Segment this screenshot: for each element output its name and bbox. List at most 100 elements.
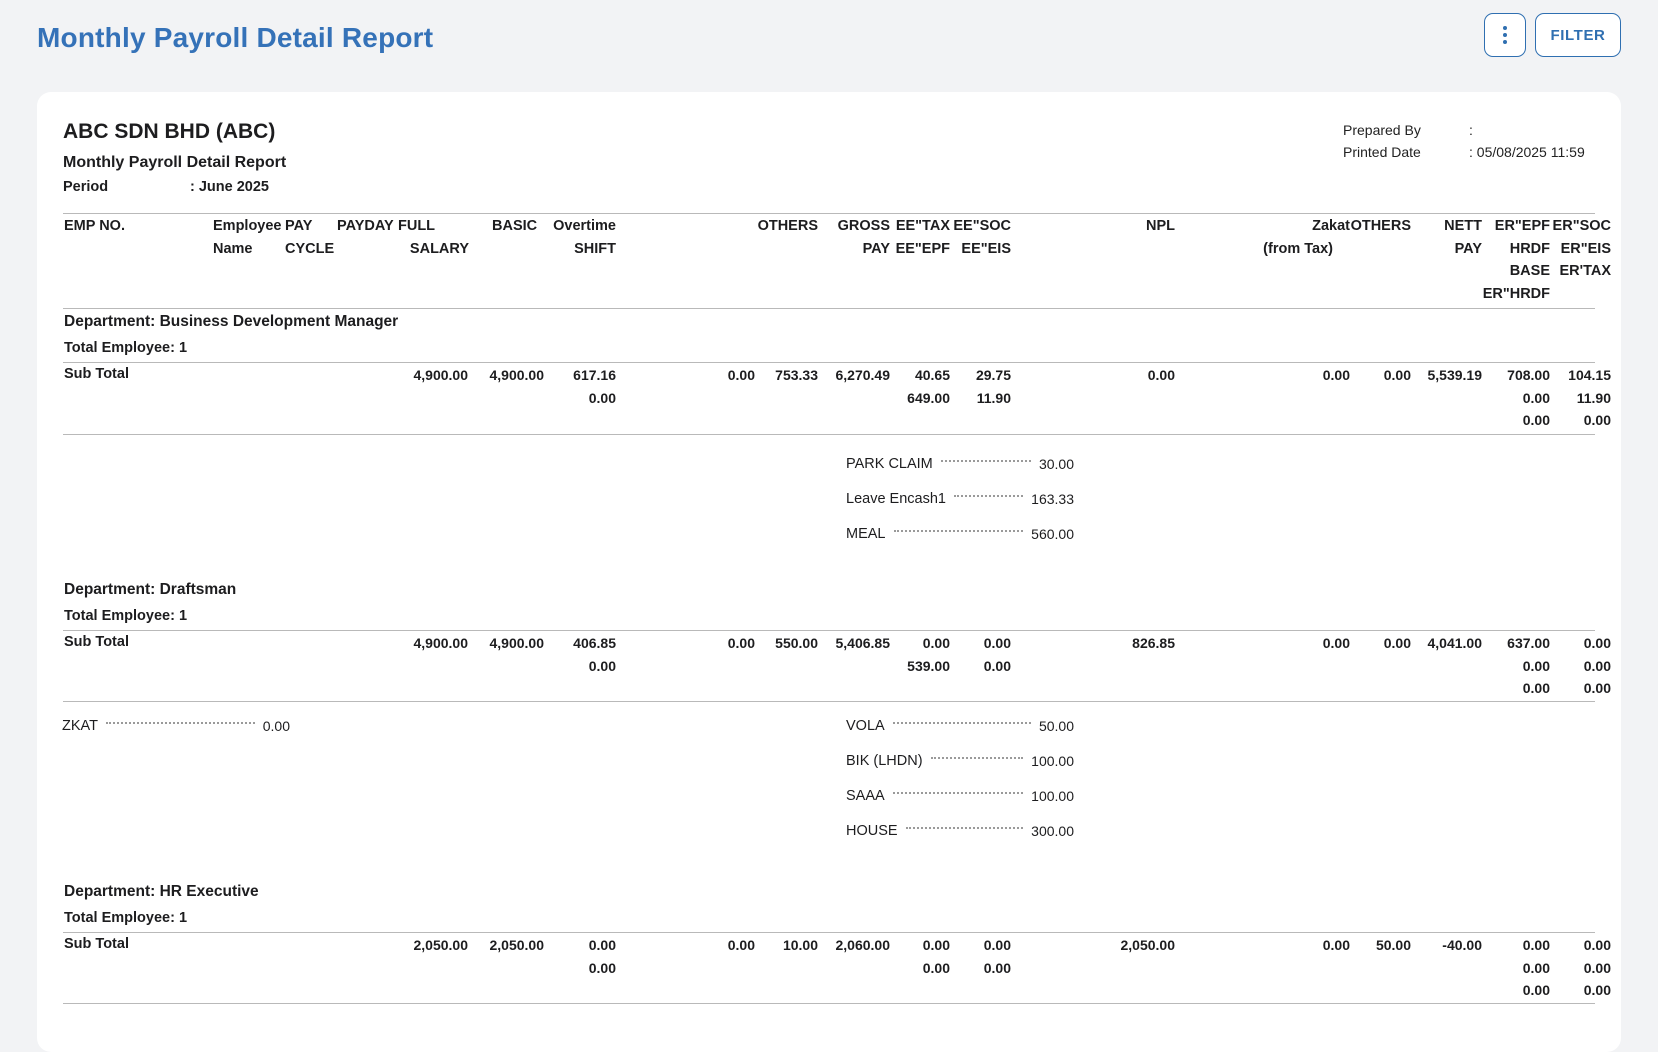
page-title: Monthly Payroll Detail Report xyxy=(37,22,434,53)
dot-leader xyxy=(892,722,1031,724)
others-b-value: 10.00 xyxy=(782,937,818,953)
overtime-value: 0.00 xyxy=(588,937,616,953)
deduction-label: ZKAT xyxy=(62,718,98,734)
allowance-item: PARK CLAIM 30.00 xyxy=(846,454,1074,474)
others-b-value: 753.33 xyxy=(775,367,818,383)
prepared-by-value: : xyxy=(1469,122,1473,138)
col-nett-pay: PAY xyxy=(1454,240,1482,257)
allowance-label: VOLA xyxy=(846,718,885,734)
col-ee-eis: EE"EIS xyxy=(961,240,1011,257)
total-employee: Total Employee: 1 xyxy=(64,340,188,356)
col-er-soc: ER"SOC xyxy=(1552,218,1611,234)
department-name: Department: Draftsman xyxy=(64,581,237,598)
printed-date-value: : 05/08/2025 11:59 xyxy=(1469,144,1585,160)
dot-leader xyxy=(892,792,1024,794)
col-ee-soc: EE"SOC xyxy=(953,218,1011,234)
er-soc-value: 104.15 xyxy=(1568,367,1611,383)
subtotal-rule xyxy=(63,701,1595,702)
ee-soc-value: 29.75 xyxy=(975,367,1011,383)
dot-leader xyxy=(105,722,255,724)
department-name: Department: Business Development Manager xyxy=(64,313,399,330)
gross-value: 2,060.00 xyxy=(835,937,891,953)
er-tax-value: 0.00 xyxy=(1583,982,1611,998)
allowance-item: SAAA 100.00 xyxy=(846,786,1074,806)
allowance-label: HOUSE xyxy=(846,823,898,839)
col-name: Name xyxy=(213,240,253,257)
col-pay: PAY xyxy=(285,218,313,234)
gross-value: 5,406.85 xyxy=(835,635,891,651)
total-employee: Total Employee: 1 xyxy=(64,608,188,624)
dot-leader xyxy=(905,827,1024,829)
col-er-hrdf: ER"HRDF xyxy=(1482,285,1550,302)
filter-button[interactable]: FILTER xyxy=(1535,13,1621,57)
ee-eis-value: 11.90 xyxy=(976,389,1011,406)
others-a-value: 0.00 xyxy=(727,635,755,651)
ee-epf-value: 539.00 xyxy=(907,657,950,674)
header-top-rule xyxy=(63,213,1595,214)
zakat-value: 0.00 xyxy=(1322,635,1350,651)
allowance-value: 30.00 xyxy=(1038,456,1074,472)
report-subtitle: Monthly Payroll Detail Report xyxy=(63,154,287,171)
subtotal-rule xyxy=(63,434,1595,435)
overtime-value: 617.16 xyxy=(573,367,616,383)
overtime-value: 406.85 xyxy=(573,635,616,651)
hrdf-value: 0.00 xyxy=(1522,959,1550,976)
allowance-value: 50.00 xyxy=(1038,718,1074,734)
ee-tax-value: 40.65 xyxy=(914,367,950,383)
zakat-value: 0.00 xyxy=(1322,937,1350,953)
er-eis-value: 0.00 xyxy=(1583,657,1611,674)
col-cycle: CYCLE xyxy=(285,240,335,257)
full-salary-value: 4,900.00 xyxy=(489,367,545,383)
npl-value: 2,050.00 xyxy=(1120,937,1176,953)
allowance-value: 100.00 xyxy=(1031,788,1074,804)
npl-value: 826.85 xyxy=(1132,635,1175,651)
col-salary: SALARY xyxy=(409,240,469,257)
allowance-value: 300.00 xyxy=(1031,823,1074,839)
basic-value: 4,900.00 xyxy=(413,635,469,651)
allowance-item: Leave Encash1 163.33 xyxy=(846,489,1074,509)
col-others-2: OTHERS xyxy=(1350,218,1411,234)
department-rule xyxy=(63,362,1595,363)
col-er-epf: ER"EPF xyxy=(1494,218,1550,234)
department-rule xyxy=(63,630,1595,631)
company-name: ABC SDN BHD (ABC) xyxy=(63,120,276,143)
subtotal-rule xyxy=(63,1003,1595,1004)
zakat-value: 0.00 xyxy=(1322,367,1350,383)
dot-leader xyxy=(940,460,1031,462)
department-rule xyxy=(63,932,1595,933)
gross-value: 6,270.49 xyxy=(835,367,891,383)
subtotal-label: Sub Total xyxy=(64,936,129,952)
subtotal-label: Sub Total xyxy=(64,634,129,650)
allowance-label: PARK CLAIM xyxy=(846,456,933,472)
col-er-tax: ER'TAX xyxy=(1559,263,1611,279)
col-shift: SHIFT xyxy=(574,240,616,257)
deduction-item: ZKAT 0.00 xyxy=(62,716,290,736)
subtotal-label: Sub Total xyxy=(64,366,129,382)
er-eis-value: 11.90 xyxy=(1576,389,1611,406)
er-epf-value: 0.00 xyxy=(1522,937,1550,953)
npl-value: 0.00 xyxy=(1147,367,1175,383)
ee-epf-value: 0.00 xyxy=(922,959,950,976)
basic-value: 4,900.00 xyxy=(413,367,469,383)
others-2-value: 50.00 xyxy=(1375,937,1411,953)
base-value: 0.00 xyxy=(1522,412,1550,428)
nett-value: -40.00 xyxy=(1442,937,1482,953)
more-options-button[interactable] xyxy=(1484,13,1526,57)
col-employee: Employee xyxy=(213,218,282,234)
full-salary-value: 2,050.00 xyxy=(489,937,545,953)
header-bottom-rule xyxy=(63,308,1595,309)
col-payday: PAYDAY xyxy=(337,218,394,234)
er-tax-value: 0.00 xyxy=(1583,680,1611,696)
hrdf-value: 0.00 xyxy=(1522,657,1550,674)
allowance-label: BIK (LHDN) xyxy=(846,753,923,769)
ee-tax-value: 0.00 xyxy=(922,937,950,953)
printed-date-label: Printed Date xyxy=(1343,144,1421,160)
allowance-item: HOUSE 300.00 xyxy=(846,821,1074,841)
col-base: BASE xyxy=(1509,263,1550,279)
allowance-value: 100.00 xyxy=(1031,753,1074,769)
allowance-item: BIK (LHDN) 100.00 xyxy=(846,751,1074,771)
col-gross: GROSS xyxy=(837,218,890,234)
period-value: : June 2025 xyxy=(190,179,269,195)
allowance-label: Leave Encash1 xyxy=(846,491,946,507)
col-ee-tax: EE"TAX xyxy=(895,218,950,234)
